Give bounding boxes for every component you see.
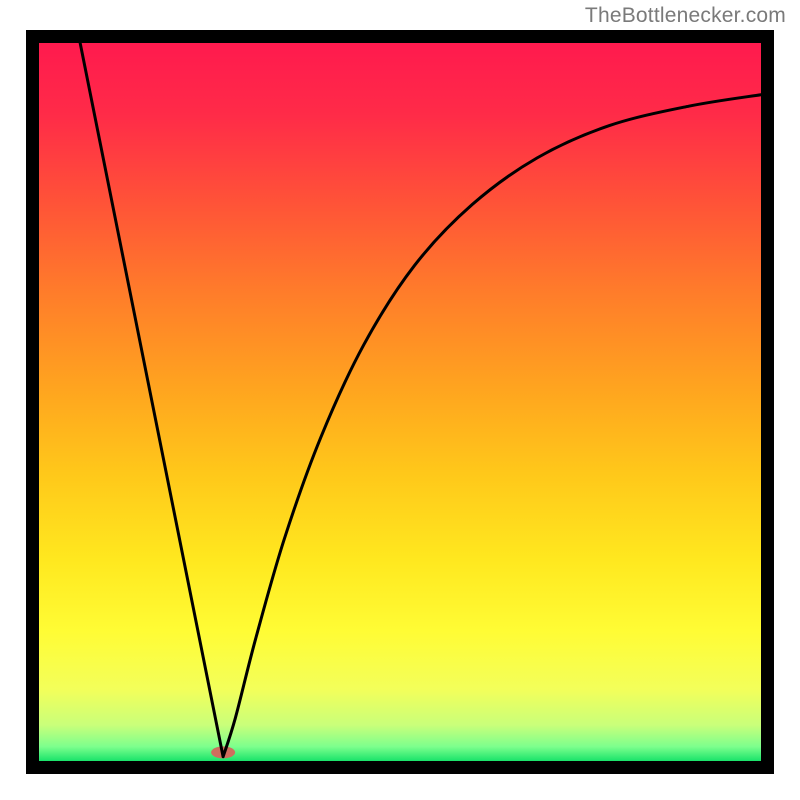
plot-area (39, 43, 761, 761)
plot-svg (39, 43, 761, 761)
watermark-text: TheBottlenecker.com (585, 4, 786, 28)
gradient-background (39, 43, 761, 761)
plot-border (26, 30, 774, 774)
chart-frame: TheBottlenecker.com (0, 0, 800, 800)
